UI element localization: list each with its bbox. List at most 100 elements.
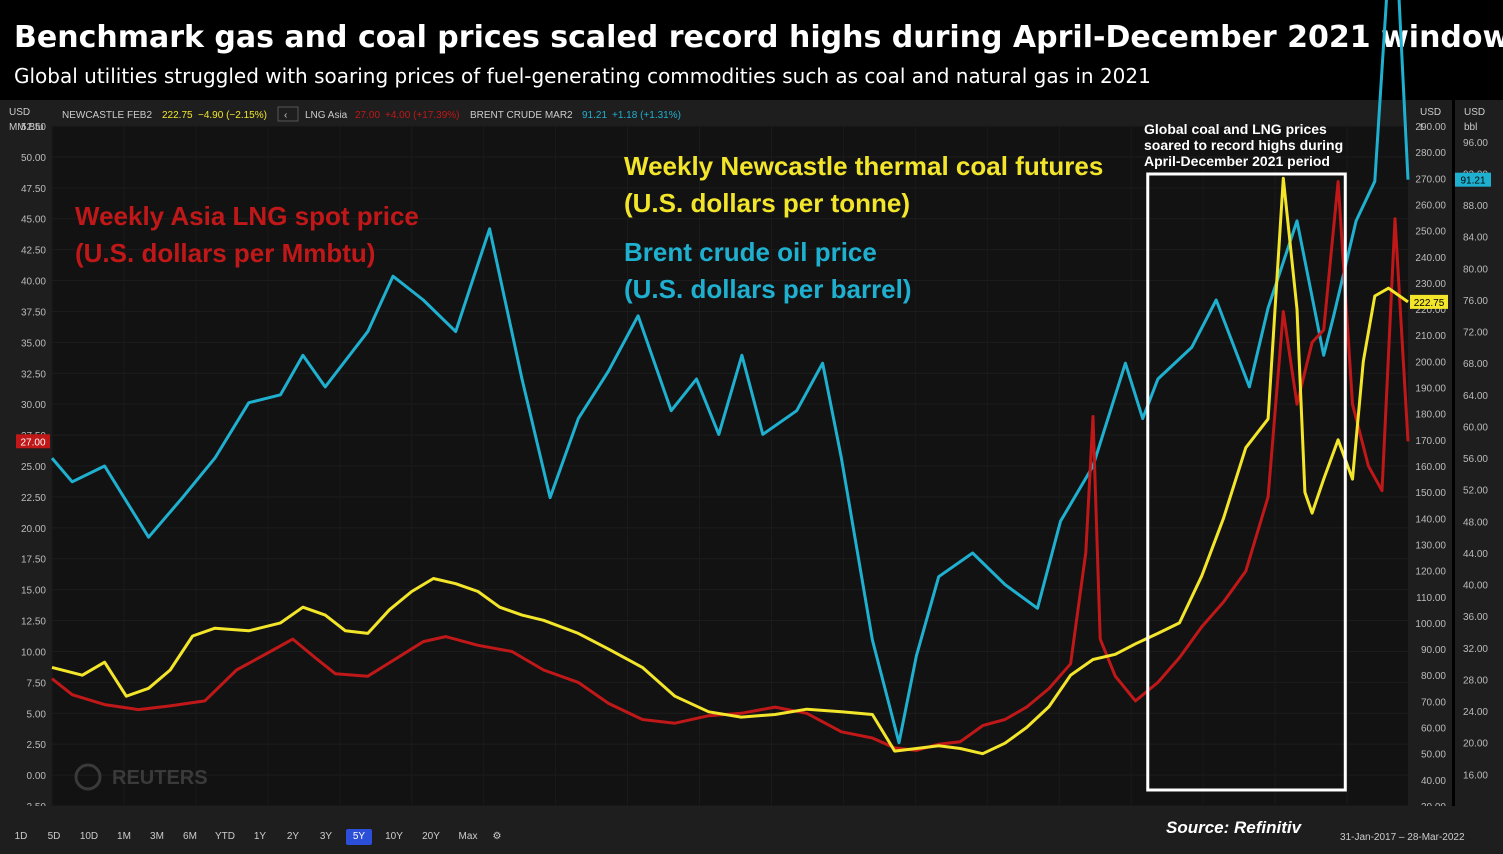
lng-axis-tick: 25.00 [21, 462, 46, 473]
chart-toolbar: USD MM Btu NEWCASTLE FEB2 222.75 −4.90 (… [0, 100, 1503, 133]
lng-legend-last: 27.00 [355, 110, 380, 121]
highlight-window-box [1146, 172, 1347, 792]
coal-axis-tick: 270.00 [1415, 174, 1446, 185]
coal-axis-tick: 60.00 [1421, 724, 1446, 735]
grid [51, 125, 1408, 807]
coal-axis-tick: 70.00 [1421, 697, 1446, 708]
reuters-logo-icon [74, 763, 102, 791]
brent-axis-tick: 48.00 [1463, 517, 1488, 528]
timeframe-button-5y[interactable]: 5Y [346, 829, 372, 845]
brent-axis-tick: 36.00 [1463, 612, 1488, 623]
coal-axis-tick: 140.00 [1415, 514, 1446, 525]
brent-last-tag [1455, 172, 1491, 187]
brent-annotation-line1: Brent crude oil price [624, 237, 877, 267]
reuters-watermark: REUTERS [112, 767, 208, 789]
timeframe-button-1m[interactable]: 1M [117, 831, 131, 842]
lng-axis-tick: 0.00 [27, 771, 47, 782]
brent-axis-tick: 88.00 [1463, 201, 1488, 212]
coal-axis-tick: 260.00 [1415, 200, 1446, 211]
brent-axis-tick: 84.00 [1463, 233, 1488, 244]
brent-axis-tick: 60.00 [1463, 422, 1488, 433]
timeframe-button-10d[interactable]: 10D [79, 831, 99, 842]
coal-last-tag [1410, 294, 1448, 309]
coal-axis-tick: 100.00 [1415, 619, 1446, 630]
settings-gear-icon[interactable]: ⚙ [492, 831, 502, 842]
timeframe-button-1d[interactable]: 1D [14, 831, 28, 842]
coal-axis-tick: 190.00 [1415, 384, 1446, 395]
brent-axis-tick: 68.00 [1463, 359, 1488, 370]
left-unit-measure[interactable]: MM Btu [9, 122, 43, 133]
coal-price-line [51, 176, 1409, 756]
lng-axis-tick: 32.50 [21, 369, 46, 380]
timeframe-button-3m[interactable]: 3M [150, 831, 164, 842]
lng-axis-tick: 35.00 [21, 338, 46, 349]
lng-axis-tick: 12.50 [21, 617, 46, 628]
brent-legend-label: BRENT CRUDE MAR2 [470, 110, 573, 121]
coal-axis-tick: 170.00 [1415, 436, 1446, 447]
box-annotation-line2: soared to record highs during [1144, 137, 1343, 153]
brent-axis-unit-measure[interactable]: bbl [1464, 122, 1477, 133]
legend-collapse-button[interactable] [277, 106, 299, 122]
left-unit-currency[interactable]: USD [9, 107, 30, 118]
coal-axis-tick: 240.00 [1415, 253, 1446, 264]
brent-axis-tick: 72.00 [1463, 328, 1488, 339]
lng-axis-tick: 10.00 [21, 647, 46, 658]
coal-axis: 290.00 280.00 270.00 260.00 250.00 240.00 230.… [1415, 122, 1446, 813]
timeframe-button-20y[interactable]: 20Y [422, 831, 440, 842]
timeframe-button-6m[interactable]: 6M [183, 831, 197, 842]
lng-axis-tick: 22.50 [21, 493, 46, 504]
timeframe-button-3y[interactable]: 3Y [319, 831, 333, 842]
brent-last-tag-text: 91.21 [1460, 176, 1485, 187]
lng-axis-tick: 45.00 [21, 215, 46, 226]
lng-axis-tick: 37.50 [21, 307, 46, 318]
coal-axis-tick: 80.00 [1421, 671, 1446, 682]
coal-annotation-line1: Weekly Newcastle thermal coal futures [624, 151, 1103, 181]
timeframe-button-ytd[interactable]: YTD [215, 831, 235, 842]
page-subtitle: Global utilities struggled with soaring … [14, 64, 1151, 88]
brent-axis-tick: 96.00 [1463, 138, 1488, 149]
date-range[interactable]: 31-Jan-2017 – 28-Mar-2022 [1340, 832, 1465, 843]
coal-axis-tick: 50.00 [1421, 750, 1446, 761]
coal-axis-unit-measure[interactable]: t [1420, 122, 1423, 133]
coal-axis-tick: 160.00 [1415, 462, 1446, 473]
axis-separator [1452, 100, 1455, 806]
lng-annotation-line1: Weekly Asia LNG spot price [75, 201, 419, 231]
coal-legend-last: 222.75 [162, 110, 193, 121]
brent-axis-unit-currency[interactable]: USD [1464, 107, 1485, 118]
timeframe-button-2y[interactable]: 2Y [286, 831, 300, 842]
coal-last-tag-text: 222.75 [1414, 298, 1445, 309]
brent-axis-tick: 56.00 [1463, 454, 1488, 465]
coal-axis-tick: 40.00 [1421, 776, 1446, 787]
lng-axis-tick: 50.00 [21, 153, 46, 164]
brent-axis-tick: 40.00 [1463, 581, 1488, 592]
coal-axis-tick: 200.00 [1415, 357, 1446, 368]
chevron-left-icon: ‹ [284, 110, 287, 121]
coal-axis-unit-currency[interactable]: USD [1420, 107, 1441, 118]
brent-legend-change: +1.18 (+1.31%) [612, 110, 681, 121]
timeframe-button-1y[interactable]: 1Y [253, 831, 267, 842]
coal-annotation-line2: (U.S. dollars per tonne) [624, 188, 910, 218]
coal-axis-tick: 90.00 [1421, 645, 1446, 656]
timeframe-button-5d[interactable]: 5D [47, 831, 61, 842]
lng-axis-tick: 30.00 [21, 400, 46, 411]
page-title: Benchmark gas and coal prices scaled rec… [14, 20, 1503, 55]
brent-axis-tick: 44.00 [1463, 549, 1488, 560]
timeframe-button-10y[interactable]: 10Y [385, 831, 403, 842]
box-annotation-line1: Global coal and LNG prices [1144, 121, 1327, 137]
lng-axis-tick: 15.00 [21, 586, 46, 597]
timeframe-button-max[interactable]: Max [458, 831, 478, 842]
brent-axis-tick: 16.00 [1463, 770, 1488, 781]
brent-axis-tick: 28.00 [1463, 675, 1488, 686]
coal-axis-tick: 110.00 [1416, 593, 1446, 604]
coal-axis-tick: 220.00 [1415, 305, 1446, 316]
brent-legend-last: 91.21 [582, 110, 607, 121]
coal-axis-tick: 290.00 [1415, 122, 1446, 133]
lng-axis-tick: 52.50 [21, 122, 46, 133]
brent-axis-tick: 64.00 [1463, 391, 1488, 402]
lng-last-tag-text: 27.00 [20, 437, 45, 448]
lng-axis: 52.50 50.00 47.50 45.00 42.50 40.00 37.50 35.00… [21, 122, 47, 813]
lng-legend-change: +4.00 (+17.39%) [385, 110, 460, 121]
brent-axis-tick: 80.00 [1463, 264, 1488, 275]
brent-axis-tick: 52.00 [1463, 486, 1488, 497]
